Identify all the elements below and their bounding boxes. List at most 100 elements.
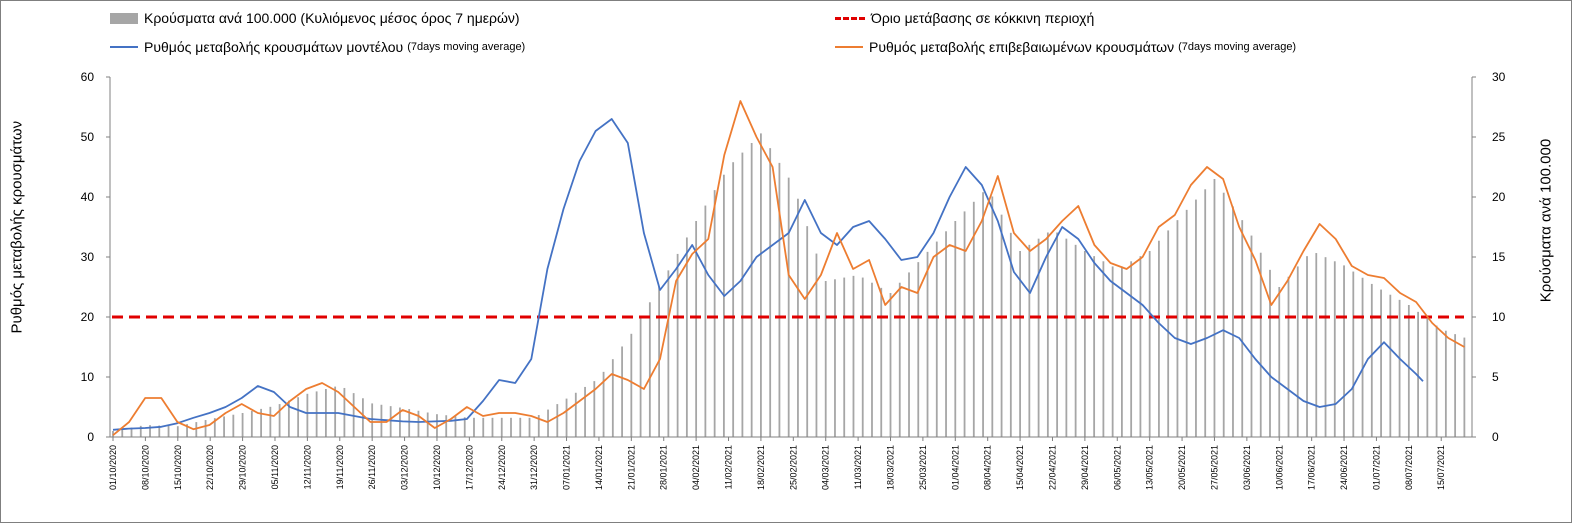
case-bar: [852, 275, 855, 437]
case-bar: [1185, 209, 1188, 437]
case-bar: [778, 162, 781, 437]
legend-model-label: Ρυθμός μεταβολής κρουσμάτων μοντέλου: [144, 39, 404, 55]
case-bar: [704, 205, 707, 437]
y-right-tick-label: 0: [1492, 430, 1499, 444]
x-tick-label: 11/03/2021: [853, 445, 863, 489]
case-bar: [260, 408, 262, 437]
case-bar: [713, 190, 716, 437]
case-bar: [1019, 251, 1021, 437]
case-bar: [167, 425, 170, 437]
ticks-layer: 0 10 20 30 40 50 60 0 5 10 15 20 25 30 01/10/2020 08/10…: [81, 70, 1506, 490]
x-tick-label: 08/10/2020: [140, 445, 150, 490]
case-bar: [1093, 256, 1096, 437]
case-bar: [954, 221, 957, 437]
case-bar: [1241, 220, 1244, 437]
case-bar: [1158, 240, 1160, 437]
x-tick-label: 10/12/2020: [432, 445, 442, 490]
case-bar: [1380, 289, 1382, 437]
case-bar: [1065, 238, 1068, 437]
case-bar: [898, 282, 901, 437]
case-bar: [417, 410, 420, 437]
legend-model-swatch: [110, 46, 138, 48]
case-bar: [186, 424, 188, 437]
case-bar: [528, 417, 531, 437]
x-tick-label: 01/04/2021: [950, 445, 960, 490]
case-bar: [945, 231, 947, 437]
case-bar: [1398, 299, 1401, 437]
case-bar: [1028, 244, 1031, 437]
y-right-tick-label: 5: [1492, 370, 1499, 384]
y-right-tick-label: 25: [1492, 130, 1506, 144]
lines-layer: [112, 100, 1465, 436]
case-bar: [732, 162, 735, 437]
case-bar: [1222, 192, 1225, 437]
case-bar: [500, 417, 503, 437]
case-bar: [676, 253, 679, 437]
case-bar: [935, 241, 938, 437]
case-bar: [787, 177, 790, 437]
case-bar: [315, 391, 318, 437]
case-bar: [287, 400, 290, 437]
case-bar: [380, 404, 383, 437]
case-bar: [139, 425, 142, 437]
case-bar: [889, 293, 892, 437]
case-bar: [982, 192, 984, 437]
y-left-tick-label: 50: [81, 130, 95, 144]
case-bar: [621, 346, 623, 437]
case-bar: [639, 318, 642, 437]
case-bar: [1278, 287, 1281, 437]
case-bar: [611, 359, 614, 437]
legend-model-note: (7days moving average): [407, 41, 526, 53]
case-bar: [1139, 256, 1142, 437]
x-tick-label: 04/02/2021: [691, 445, 701, 490]
case-bar: [130, 427, 133, 437]
case-bar: [223, 416, 225, 437]
case-bar: [1454, 334, 1457, 437]
case-bar: [806, 226, 809, 437]
legend-cases-swatch: [110, 12, 138, 24]
case-bar: [1315, 253, 1318, 437]
case-bar: [269, 406, 272, 437]
case-bar: [871, 282, 873, 437]
x-tick-label: 15/10/2020: [173, 445, 183, 490]
case-bar: [1056, 232, 1059, 437]
case-bar: [176, 426, 179, 437]
case-bar: [750, 143, 753, 437]
x-tick-label: 29/10/2020: [238, 445, 248, 490]
case-bar: [1444, 330, 1447, 437]
case-bar: [722, 174, 725, 437]
legend-confirmed: Ρυθμός μεταβολής επιβεβαιωμένων κρουσμάτ…: [835, 39, 1296, 55]
x-tick-label: 08/04/2021: [983, 445, 993, 490]
case-bar: [667, 270, 670, 437]
case-bar: [695, 221, 698, 437]
case-bar: [1083, 251, 1086, 437]
x-tick-label: 18/03/2021: [886, 445, 896, 490]
case-bar: [593, 381, 596, 437]
x-tick-label: 10/06/2021: [1274, 445, 1284, 490]
case-bar: [195, 422, 198, 437]
legend-confirmed-note: (7days moving average): [1178, 41, 1297, 53]
axes-layer: [106, 76, 1476, 441]
case-bar: [1435, 325, 1438, 437]
case-bar: [861, 277, 864, 437]
case-bar: [1324, 257, 1327, 437]
case-bar: [278, 404, 281, 437]
case-bar: [1352, 271, 1355, 437]
x-tick-label: 15/07/2021: [1436, 445, 1446, 490]
x-tick-label: 26/11/2020: [367, 445, 377, 489]
legend-confirmed-swatch: [835, 46, 863, 48]
y-left-tick-label: 40: [81, 190, 95, 204]
case-bar: [1213, 179, 1216, 437]
x-tick-label: 25/02/2021: [788, 445, 798, 490]
x-tick-label: 06/05/2021: [1112, 445, 1122, 490]
x-tick-label: 05/11/2020: [270, 445, 280, 489]
case-bar: [1343, 265, 1345, 437]
legend-model: Ρυθμός μεταβολής κρουσμάτων μοντέλου (7d…: [110, 39, 525, 55]
case-bar: [121, 429, 124, 437]
case-bar: [760, 133, 762, 437]
case-bar: [1463, 337, 1466, 437]
case-bar: [908, 272, 910, 437]
case-bar: [963, 211, 966, 437]
legend-threshold: Όριο μετάβασης σε κόκκινη περιοχή: [835, 10, 1094, 26]
case-bar: [1046, 232, 1049, 437]
